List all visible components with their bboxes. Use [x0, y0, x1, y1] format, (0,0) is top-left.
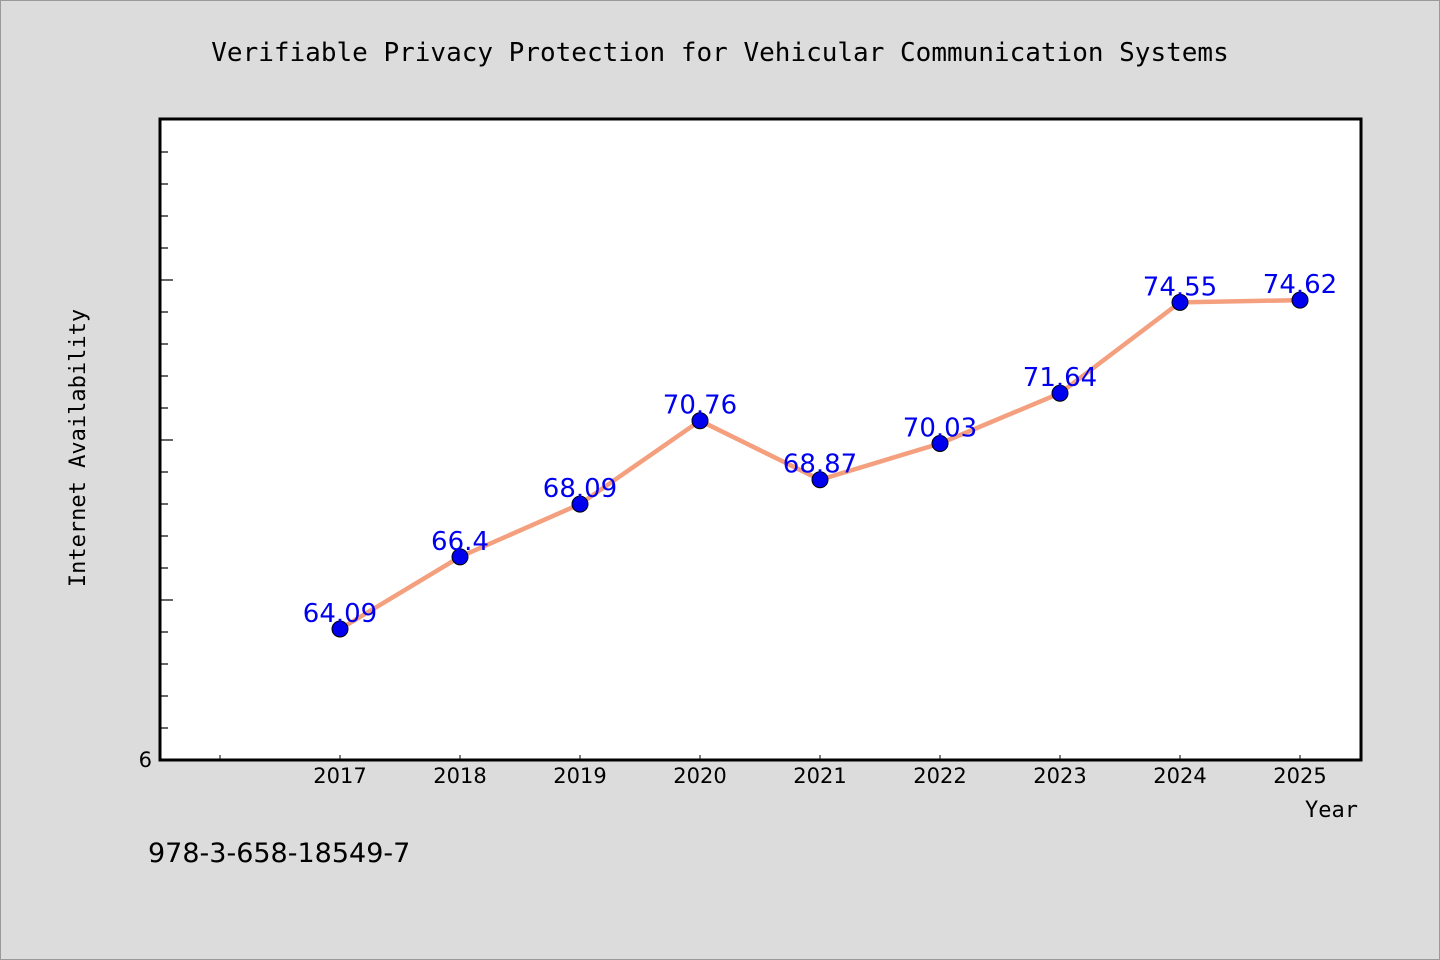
x-axis-ticks: 2017 2018 2019 2020 2021 2022 2023 2024 2025 [219, 755, 1327, 788]
data-label: 66.4 [431, 527, 489, 557]
y-tick-label: 6 [139, 748, 152, 772]
data-label: 74.55 [1143, 272, 1217, 302]
data-label: 70.03 [903, 413, 977, 443]
y-axis-title: Internet Availability [66, 309, 91, 587]
x-tick-label: 2018 [433, 764, 486, 788]
isbn-text: 978-3-658-18549-7 [148, 838, 410, 869]
x-tick-label: 2020 [673, 764, 726, 788]
data-point-marker [811, 471, 829, 489]
data-label: 64.09 [303, 599, 377, 629]
data-label: 68.87 [783, 450, 857, 480]
x-tick-label: 2019 [553, 764, 606, 788]
data-point-marker [1051, 384, 1069, 402]
data-label: 68.09 [543, 474, 617, 504]
x-tick-label: 2024 [1153, 764, 1206, 788]
plot-area [158, 117, 1363, 762]
data-point-marker [1291, 291, 1309, 309]
x-tick-label: 2022 [913, 764, 966, 788]
chart-title: Verifiable Privacy Protection for Vehicu… [211, 38, 1228, 68]
x-tick-label: 2023 [1033, 764, 1086, 788]
data-point-marker [931, 434, 949, 452]
data-label: 71.64 [1023, 363, 1097, 393]
data-point-marker [571, 495, 589, 513]
data-point-marker [331, 620, 349, 638]
series-layer: 64.09 66.4 68.09 70.76 68.87 70.03 71.64 74.55 7… [303, 270, 1337, 638]
x-tick-label: 2017 [313, 764, 366, 788]
x-axis-title: Year [1305, 798, 1358, 823]
data-label: 74.62 [1263, 270, 1337, 300]
data-label: 70.76 [663, 391, 737, 421]
data-point-marker [1171, 293, 1189, 311]
x-tick-label: 2021 [793, 764, 846, 788]
x-tick-label: 2025 [1273, 764, 1326, 788]
data-point-marker [691, 412, 709, 430]
data-point-marker [451, 548, 469, 566]
y-axis-ticks [160, 151, 173, 761]
